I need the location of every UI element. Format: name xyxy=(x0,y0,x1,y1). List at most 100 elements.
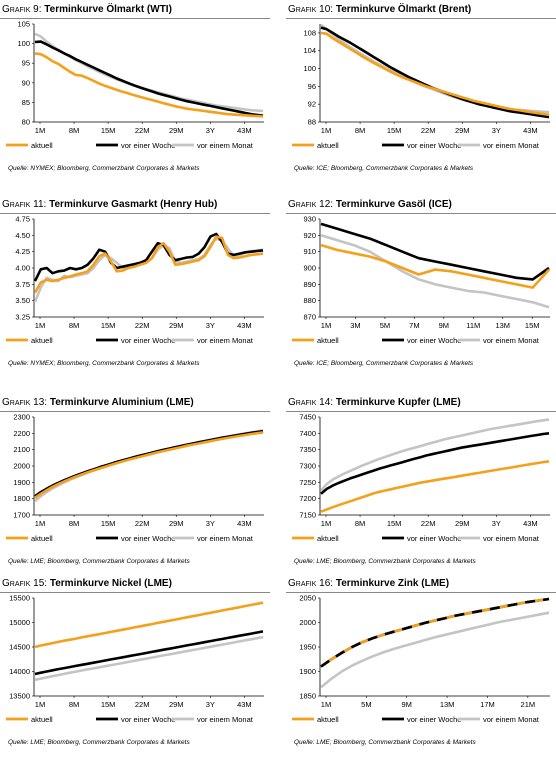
series-line-monat xyxy=(320,23,550,114)
series-line-woche xyxy=(320,26,550,119)
chart-title-text: Terminkurve Zink (LME) xyxy=(333,578,450,589)
y-tick-label: 1900 xyxy=(13,478,30,487)
y-tick-label: 96 xyxy=(308,82,316,91)
title-rule xyxy=(286,592,556,593)
x-tick-label: 1M xyxy=(321,700,331,709)
chart-number: Grafik 13: xyxy=(2,397,48,408)
chart-title: Grafik 12: Terminkurve Gasöl (ICE) xyxy=(288,199,452,210)
x-tick-label: 22M xyxy=(421,519,436,528)
x-tick-label: 15M xyxy=(525,321,540,330)
y-tick-label: 7300 xyxy=(299,462,316,471)
title-rule xyxy=(0,213,270,214)
series-line-woche xyxy=(34,429,264,498)
legend-label: vor einer Woche xyxy=(407,715,461,724)
legend-label: vor einem Monat xyxy=(483,336,540,345)
y-tick-label: 7200 xyxy=(299,494,316,503)
legend-label: vor einem Monat xyxy=(197,715,254,724)
x-tick-label: 22M xyxy=(135,321,150,330)
series-line-woche xyxy=(34,630,264,676)
y-tick-label: 3.75 xyxy=(15,280,30,289)
x-tick-label: 29M xyxy=(169,321,184,330)
y-tick-label: 900 xyxy=(303,264,316,273)
x-tick-label: 29M xyxy=(455,519,470,528)
x-tick-label: 43M xyxy=(523,126,538,135)
panel-gasoil: Grafik 12: Terminkurve Gasöl (ICE) 870 880… xyxy=(286,195,556,381)
y-tick-label: 3.25 xyxy=(15,313,30,322)
chart-title-text: Terminkurve Ölmarkt (WTI) xyxy=(41,4,172,15)
x-tick-label: 1M xyxy=(321,126,331,135)
y-tick-label: 910 xyxy=(303,247,316,256)
y-tick-label: 85 xyxy=(22,98,30,107)
series-line-woche xyxy=(320,432,550,495)
x-tick-label: 8M xyxy=(69,321,79,330)
y-tick-label: 920 xyxy=(303,231,316,240)
x-tick-label: 43M xyxy=(237,126,252,135)
y-tick-label: 2300 xyxy=(13,413,30,422)
y-tick-label: 7350 xyxy=(299,445,316,454)
series-line-monat xyxy=(320,611,550,689)
title-rule xyxy=(286,411,556,412)
chart-number: Grafik 9: xyxy=(2,4,42,15)
x-tick-label: 5M xyxy=(361,700,371,709)
chart-title: Grafik 11: Terminkurve Gasmarkt (Henry H… xyxy=(2,199,217,210)
legend-label: vor einem Monat xyxy=(483,534,540,543)
legend-label: aktuell xyxy=(317,715,339,724)
x-tick-label: 29M xyxy=(169,126,184,135)
y-tick-label: 7150 xyxy=(299,511,316,520)
y-tick-label: 1800 xyxy=(13,494,30,503)
x-tick-label: 15M xyxy=(387,126,402,135)
x-tick-label: 5M xyxy=(380,321,390,330)
x-tick-label: 11M xyxy=(466,321,480,330)
y-tick-label: 92 xyxy=(308,100,316,109)
legend-label: vor einem Monat xyxy=(197,141,254,150)
series-line-monat xyxy=(34,429,264,503)
series-line-woche xyxy=(34,40,264,117)
x-tick-label: 17M xyxy=(480,700,495,709)
chart-number: Grafik 11: xyxy=(2,199,47,210)
legend-label: vor einem Monat xyxy=(483,715,540,724)
y-tick-label: 13500 xyxy=(9,692,30,701)
series-line-monat xyxy=(34,635,264,682)
title-rule xyxy=(0,592,270,593)
y-tick-label: 2050 xyxy=(299,594,316,603)
y-tick-label: 7400 xyxy=(299,429,316,438)
legend-label: aktuell xyxy=(317,534,339,543)
x-tick-label: 9M xyxy=(402,700,412,709)
legend-label: vor einer Woche xyxy=(121,715,175,724)
y-tick-label: 870 xyxy=(303,313,316,322)
y-tick-label: 90 xyxy=(22,78,30,87)
y-tick-label: 4.50 xyxy=(15,231,30,240)
legend-label: aktuell xyxy=(31,534,53,543)
chart-title-text: Terminkurve Aluminium (LME) xyxy=(47,397,194,408)
chart-svg: 3.25 3.50 3.75 4.00 4.25 4.50 4.75 1M 8M 15M 22M 29… xyxy=(6,215,264,345)
title-rule xyxy=(0,411,270,412)
legend-label: vor einem Monat xyxy=(197,534,254,543)
x-tick-label: 3Y xyxy=(492,519,501,528)
series-line-woche xyxy=(320,222,550,281)
panel-aluminium: Grafik 13: Terminkurve Aluminium (LME) 17… xyxy=(0,393,270,579)
legend-label: aktuell xyxy=(317,141,339,150)
panel-zink: Grafik 16: Terminkurve Zink (LME) 1850 190… xyxy=(286,574,556,760)
x-tick-label: 15M xyxy=(101,519,116,528)
chart-svg: 88 92 96 100 104 108 1M 8M 15M 22M 29M 3Y 43M aktuell… xyxy=(292,23,550,150)
x-tick-label: 8M xyxy=(69,126,79,135)
series-line-woche xyxy=(320,597,550,668)
chart-title: Grafik 10: Terminkurve Ölmarkt (Brent) xyxy=(288,4,471,15)
x-tick-label: 15M xyxy=(387,519,402,528)
chart-number: Grafik 12: xyxy=(288,199,334,210)
y-tick-label: 1950 xyxy=(299,643,316,652)
y-tick-label: 105 xyxy=(17,20,30,29)
x-tick-label: 1M xyxy=(35,519,45,528)
x-tick-label: 8M xyxy=(69,700,79,709)
series-line-monat xyxy=(320,418,550,492)
series-line-woche xyxy=(33,232,264,282)
chart-source: Quelle: LME; Bloomberg, Commerzbank Corp… xyxy=(294,558,476,565)
y-tick-label: 80 xyxy=(22,118,30,127)
y-tick-label: 2200 xyxy=(13,429,30,438)
chart-source: Quelle: LME; Bloomberg, Commerzbank Corp… xyxy=(8,558,190,565)
x-tick-label: 22M xyxy=(421,126,436,135)
x-tick-label: 1M xyxy=(35,321,45,330)
y-tick-label: 100 xyxy=(17,39,30,48)
series-line-monat xyxy=(33,237,264,303)
legend-label: aktuell xyxy=(31,336,53,345)
